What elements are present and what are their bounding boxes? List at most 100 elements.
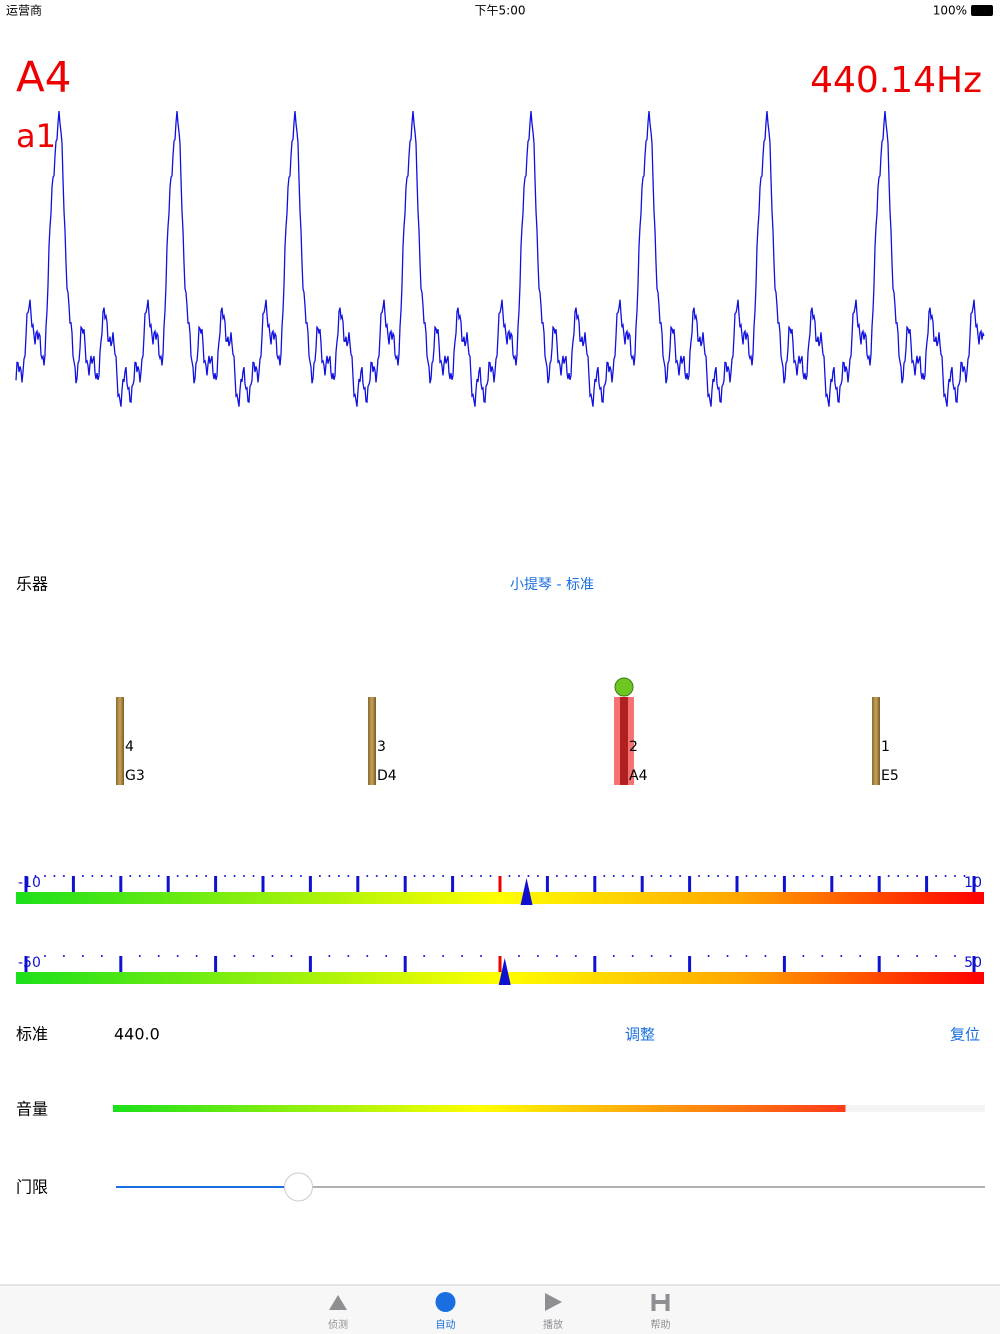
meter-minor bbox=[91, 875, 94, 877]
string-number: 3 bbox=[377, 739, 386, 755]
string-note: G3 bbox=[125, 768, 145, 784]
meter-minor bbox=[138, 875, 141, 877]
volume-level bbox=[113, 1105, 846, 1112]
meter-minor bbox=[470, 875, 473, 877]
meter-minor bbox=[318, 875, 321, 877]
slider-knob[interactable] bbox=[283, 1172, 313, 1202]
meter-minor bbox=[536, 955, 539, 957]
meter-minor bbox=[224, 875, 227, 877]
meter-minor bbox=[176, 875, 179, 877]
meter-needle bbox=[498, 958, 511, 985]
meter-minor bbox=[347, 955, 350, 957]
meter-minor bbox=[489, 875, 492, 877]
meter-minor bbox=[271, 955, 274, 957]
meter-minor bbox=[745, 955, 748, 957]
adjust-button[interactable]: 调整 bbox=[625, 1026, 655, 1044]
meter-minor bbox=[442, 875, 445, 877]
meter-minor bbox=[650, 955, 653, 957]
reference-value: 440.0 bbox=[114, 1025, 160, 1044]
meter-minor bbox=[280, 875, 283, 877]
meter-minor bbox=[337, 875, 340, 877]
meter-minor bbox=[906, 875, 909, 877]
time: 下午5:00 bbox=[475, 4, 526, 18]
meter-bar bbox=[16, 892, 984, 904]
meter-minor bbox=[821, 875, 824, 877]
tab-label[interactable]: 帮助 bbox=[651, 1318, 671, 1331]
meter-minor bbox=[81, 875, 84, 877]
meter-minor bbox=[935, 875, 938, 877]
meter-minor bbox=[555, 955, 558, 957]
meter-minor bbox=[764, 955, 767, 957]
meter-minor bbox=[432, 875, 435, 877]
meter-minor bbox=[271, 875, 274, 877]
meter-minor bbox=[366, 875, 369, 877]
meter-minor bbox=[574, 955, 577, 957]
meter-minor bbox=[574, 875, 577, 877]
meter-minor bbox=[612, 875, 615, 877]
battery-icon bbox=[971, 5, 993, 16]
meter-minor bbox=[660, 875, 663, 877]
tab-label[interactable]: 播放 bbox=[543, 1318, 563, 1331]
meter-minor bbox=[100, 955, 103, 957]
meter-minor bbox=[375, 875, 378, 877]
meter-minor bbox=[394, 875, 397, 877]
meter-minor bbox=[726, 875, 729, 877]
meter-minor bbox=[754, 875, 757, 877]
meter-minor bbox=[849, 875, 852, 877]
meter-minor bbox=[650, 875, 653, 877]
meter-minor bbox=[157, 955, 160, 957]
tab-label[interactable]: 自动 bbox=[436, 1318, 456, 1331]
meter-minor bbox=[461, 955, 464, 957]
meter-minor bbox=[517, 955, 520, 957]
meter-minor bbox=[100, 875, 103, 877]
meter-minor bbox=[34, 875, 37, 877]
meter-minor bbox=[821, 955, 824, 957]
meter-minor bbox=[423, 955, 426, 957]
meter-minor bbox=[698, 875, 701, 877]
meter-minor bbox=[110, 875, 113, 877]
meter-max-label: 50 bbox=[964, 955, 982, 971]
meter-minor bbox=[584, 875, 587, 877]
meter-minor bbox=[707, 875, 710, 877]
meter-minor bbox=[480, 955, 483, 957]
tab-icon bbox=[329, 1295, 347, 1310]
meter-minor bbox=[897, 955, 900, 957]
meter-minor bbox=[954, 875, 957, 877]
meter-minor bbox=[859, 875, 862, 877]
instrument-value[interactable]: 小提琴 - 标准 bbox=[510, 577, 594, 593]
meter-minor bbox=[811, 875, 814, 877]
tab-bar bbox=[0, 1285, 1000, 1334]
tab-label[interactable]: 侦测 bbox=[328, 1318, 348, 1331]
meter-minor bbox=[328, 875, 331, 877]
meter-minor bbox=[935, 955, 938, 957]
meter-minor bbox=[290, 955, 293, 957]
meter-minor bbox=[480, 875, 483, 877]
meter-minor bbox=[347, 875, 350, 877]
string[interactable] bbox=[368, 697, 376, 785]
note-alt: a1 bbox=[16, 117, 56, 155]
meter-minor bbox=[413, 875, 416, 877]
meter-minor bbox=[963, 875, 966, 877]
string[interactable] bbox=[116, 697, 124, 785]
meter-minor bbox=[195, 955, 198, 957]
meter-minor bbox=[707, 955, 710, 957]
meter-minor bbox=[205, 875, 208, 877]
meter-minor bbox=[527, 875, 530, 877]
meter-minor bbox=[679, 875, 682, 877]
threshold-label: 门限 bbox=[16, 1178, 48, 1197]
meter-minor bbox=[233, 955, 236, 957]
meter-minor bbox=[773, 875, 776, 877]
reset-button[interactable]: 复位 bbox=[950, 1026, 980, 1044]
meter-minor bbox=[612, 955, 615, 957]
meter-minor bbox=[840, 875, 843, 877]
meter-min-label: -10 bbox=[18, 875, 41, 891]
meter-minor bbox=[517, 875, 520, 877]
meter-needle bbox=[520, 878, 533, 905]
string[interactable] bbox=[620, 697, 628, 785]
string[interactable] bbox=[872, 697, 880, 785]
meter-minor bbox=[385, 955, 388, 957]
meter-minor bbox=[461, 875, 464, 877]
meter-minor bbox=[290, 875, 293, 877]
meter-minor bbox=[299, 875, 302, 877]
meter-minor bbox=[148, 875, 151, 877]
